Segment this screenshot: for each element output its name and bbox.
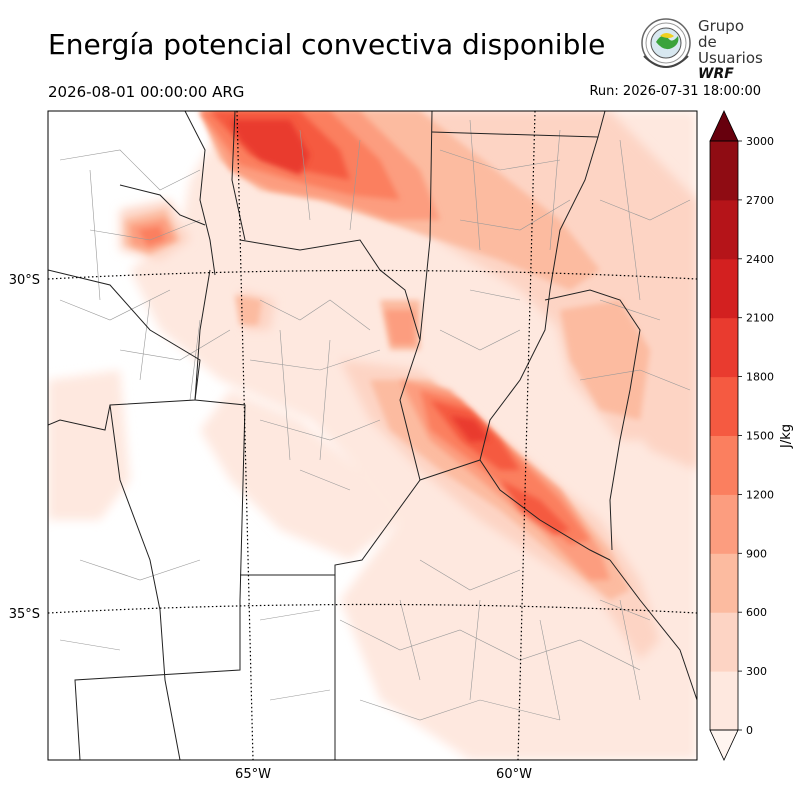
lon-label-65w: 65°W bbox=[235, 767, 271, 782]
lon-label-60w: 60°W bbox=[496, 767, 532, 782]
colorbar-tick-label: 600 bbox=[746, 606, 767, 619]
province-lines bbox=[48, 111, 697, 760]
colorbar-ticks: 0 300 600 900 1200 1500 1800 2100 2400 2700 3000 bbox=[738, 135, 774, 737]
colorbar-tick-label: 2400 bbox=[746, 253, 774, 266]
logo-text: Grupo de Usuarios WRF bbox=[698, 17, 763, 82]
meridian-60w bbox=[517, 111, 536, 760]
colorbar-segment bbox=[710, 199, 738, 260]
meridian-65w bbox=[236, 111, 254, 760]
colorbar-segment bbox=[710, 141, 738, 201]
colorbar-segment bbox=[710, 317, 738, 378]
cape-level-6 bbox=[230, 120, 490, 442]
colorbar-tick-label: 1500 bbox=[746, 430, 774, 443]
colorbar-tick-label: 0 bbox=[746, 724, 753, 737]
department-lines bbox=[59, 119, 691, 721]
valid-time: 2026-08-01 00:00:00 ARG bbox=[48, 83, 245, 101]
lat-label-30s: 30°S bbox=[9, 273, 40, 288]
province-boundaries bbox=[48, 111, 697, 760]
wrf-logo: Grupo de Usuarios WRF bbox=[638, 16, 763, 82]
wrf-logo-emblem-icon bbox=[641, 18, 691, 68]
map-title: Energía potencial convectiva disponible bbox=[48, 28, 606, 61]
colorbar-tick-label: 300 bbox=[746, 665, 767, 678]
colorbar-tick-label: 3000 bbox=[746, 135, 774, 148]
colorbar-tick-label: 1800 bbox=[746, 371, 774, 384]
colorbar-extend-top bbox=[709, 110, 739, 142]
colorbar-segment bbox=[710, 435, 738, 495]
parallel-35s bbox=[48, 603, 697, 614]
graticule bbox=[48, 111, 697, 760]
colorbar-tick-label: 2100 bbox=[746, 312, 774, 325]
colorbar-extend-bottom bbox=[709, 729, 739, 761]
cape-field bbox=[48, 111, 697, 760]
colorbar-tick-label: 2700 bbox=[746, 194, 774, 207]
colorbar-segments bbox=[710, 141, 738, 731]
run-time: Run: 2026-07-31 18:00:00 bbox=[589, 84, 761, 99]
colorbar-segment bbox=[710, 612, 738, 672]
colorbar-segment bbox=[710, 376, 738, 436]
map-frame bbox=[47, 110, 698, 761]
colorbar: 0 300 600 900 1200 1500 1800 2100 2400 2700 3000 J… bbox=[709, 110, 794, 761]
colorbar-segment bbox=[710, 258, 738, 319]
colorbar-tick-label: 1200 bbox=[746, 488, 774, 501]
colorbar-segment bbox=[710, 671, 738, 731]
parallel-30s bbox=[48, 269, 697, 280]
colorbar-segment bbox=[710, 494, 738, 554]
colorbar-tick-label: 900 bbox=[746, 547, 767, 560]
lat-label-35s: 35°S bbox=[9, 607, 40, 622]
colorbar-unit-label: J/kg bbox=[779, 424, 794, 449]
colorbar-segment bbox=[710, 553, 738, 613]
